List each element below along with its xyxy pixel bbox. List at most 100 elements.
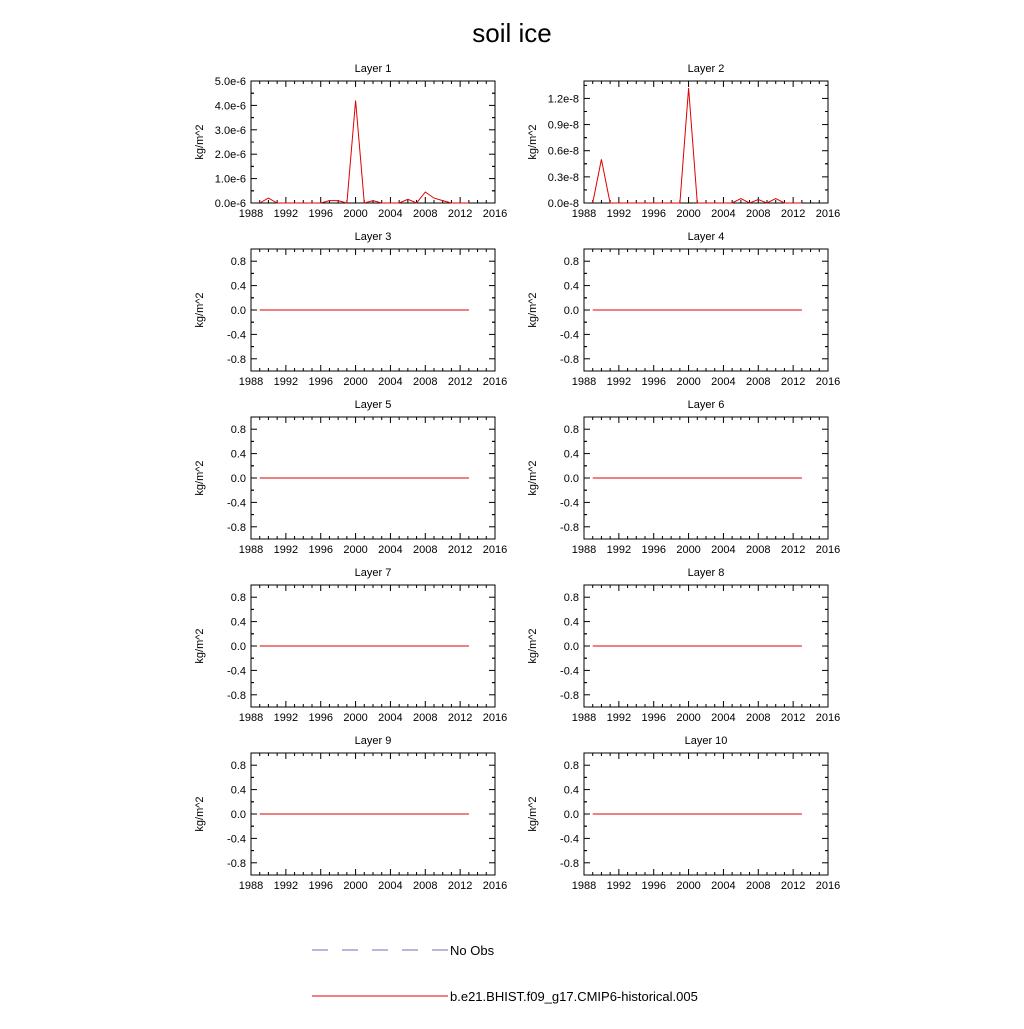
- y-tick-label: 0.0: [231, 809, 246, 821]
- x-tick-label: 2008: [746, 376, 770, 388]
- x-tick-label: 2000: [676, 712, 700, 724]
- x-tick-label: 2012: [781, 712, 805, 724]
- x-tick-label: 2016: [816, 544, 840, 556]
- x-tick-label: 1988: [572, 208, 596, 220]
- x-tick-label: 2004: [711, 880, 735, 892]
- y-tick-label: -0.4: [227, 833, 246, 845]
- x-tick-label: 2000: [343, 544, 367, 556]
- x-tick-label: 2000: [343, 712, 367, 724]
- y-tick-label: 0.4: [231, 281, 246, 293]
- x-tick-label: 1992: [607, 544, 631, 556]
- panels-grid: Layer 1 1988 1992 1996 2000 2004 2008 2012 2016 0…: [194, 63, 840, 892]
- x-tick-label: 1988: [572, 544, 596, 556]
- x-tick-label: 2000: [676, 376, 700, 388]
- y-tick-label: -0.8: [560, 690, 579, 702]
- x-tick-label: 2000: [343, 376, 367, 388]
- x-tick-label: 1988: [239, 880, 263, 892]
- y-tick-label: 0.0e-8: [548, 198, 579, 210]
- y-tick-label: -0.8: [227, 522, 246, 534]
- y-tick-label: 0.8: [231, 592, 246, 604]
- y-tick-label: 0.4: [564, 449, 579, 461]
- panel-layer-2: Layer 2 1988 1992 1996 2000 2004 2008 2012 2016 0…: [527, 63, 840, 220]
- x-tick-label: 2012: [448, 880, 472, 892]
- y-tick-label: -0.4: [227, 665, 246, 677]
- y-tick-label: 0.4: [564, 617, 579, 629]
- x-tick-label: 2016: [816, 208, 840, 220]
- y-tick-label: 0.4: [231, 617, 246, 629]
- y-axis-label: kg/m^2: [527, 124, 539, 159]
- y-tick-label: 1.0e-6: [215, 174, 246, 186]
- x-tick-label: 2012: [448, 544, 472, 556]
- y-tick-label: -0.4: [560, 833, 579, 845]
- panel-layer-3: Layer 3 1988 1992 1996 2000 2004 2008 2012 2016 -…: [194, 231, 507, 388]
- x-tick-label: 2012: [781, 544, 805, 556]
- x-tick-label: 2000: [343, 208, 367, 220]
- x-tick-label: 2012: [448, 376, 472, 388]
- x-tick-label: 2008: [746, 712, 770, 724]
- y-axis-label: kg/m^2: [194, 628, 206, 663]
- y-tick-label: 4.0e-6: [215, 100, 246, 112]
- x-tick-label: 2004: [711, 544, 735, 556]
- panel-layer-7: Layer 7 1988 1992 1996 2000 2004 2008 2012 2016 -…: [194, 567, 507, 724]
- x-tick-label: 2016: [816, 880, 840, 892]
- x-tick-label: 1996: [308, 208, 332, 220]
- y-tick-label: 0.4: [231, 785, 246, 797]
- x-tick-label: 2012: [448, 208, 472, 220]
- y-tick-label: 0.0: [231, 473, 246, 485]
- y-tick-label: 0.9e-8: [548, 120, 579, 132]
- x-tick-label: 1988: [572, 880, 596, 892]
- x-tick-label: 1992: [607, 208, 631, 220]
- y-axis-label: kg/m^2: [194, 292, 206, 327]
- plot-frame: [583, 80, 829, 204]
- y-axis-label: kg/m^2: [527, 796, 539, 831]
- x-tick-label: 1988: [239, 544, 263, 556]
- y-tick-label: 0.8: [231, 424, 246, 436]
- y-tick-label: -0.8: [227, 858, 246, 870]
- series-line-model: [592, 87, 802, 204]
- panel-layer-6: Layer 6 1988 1992 1996 2000 2004 2008 2012 2016 -…: [527, 399, 840, 556]
- y-tick-label: 0.4: [231, 449, 246, 461]
- x-tick-label: 2008: [413, 712, 437, 724]
- panel-title: Layer 4: [688, 231, 725, 243]
- x-tick-label: 1996: [641, 208, 665, 220]
- x-tick-label: 1992: [607, 712, 631, 724]
- panel-title: Layer 5: [355, 399, 392, 411]
- y-tick-label: -0.8: [560, 858, 579, 870]
- x-tick-label: 2004: [378, 880, 402, 892]
- x-tick-label: 1992: [274, 544, 298, 556]
- x-tick-label: 2004: [711, 208, 735, 220]
- x-tick-label: 1988: [239, 208, 263, 220]
- panel-title: Layer 2: [688, 63, 725, 75]
- x-tick-label: 2004: [711, 712, 735, 724]
- legend: No Obs b.e21.BHIST.f09_g17.CMIP6-histori…: [312, 943, 698, 1004]
- y-tick-label: 0.0: [231, 641, 246, 653]
- y-tick-label: 0.8: [564, 256, 579, 268]
- y-tick-label: -0.4: [227, 329, 246, 341]
- x-tick-label: 2004: [378, 208, 402, 220]
- y-tick-label: 0.0: [564, 473, 579, 485]
- y-tick-label: -0.8: [227, 354, 246, 366]
- x-tick-label: 2004: [378, 544, 402, 556]
- x-tick-label: 2012: [448, 712, 472, 724]
- y-tick-label: -0.8: [560, 522, 579, 534]
- x-tick-label: 2016: [483, 544, 507, 556]
- x-tick-label: 2008: [413, 544, 437, 556]
- x-tick-label: 2012: [781, 208, 805, 220]
- y-tick-label: 0.3e-8: [548, 172, 579, 184]
- y-tick-label: 0.0: [564, 641, 579, 653]
- x-tick-label: 2012: [781, 880, 805, 892]
- y-axis-label: kg/m^2: [527, 292, 539, 327]
- x-tick-label: 2016: [483, 880, 507, 892]
- x-tick-label: 2004: [378, 376, 402, 388]
- y-tick-label: 0.0: [564, 305, 579, 317]
- panel-title: Layer 3: [355, 231, 392, 243]
- x-tick-label: 2016: [483, 712, 507, 724]
- x-tick-label: 2012: [781, 376, 805, 388]
- x-tick-label: 1992: [274, 376, 298, 388]
- y-axis-label: kg/m^2: [194, 124, 206, 159]
- x-tick-label: 2008: [413, 208, 437, 220]
- x-tick-label: 2000: [343, 880, 367, 892]
- y-tick-label: 2.0e-6: [215, 149, 246, 161]
- x-tick-label: 2008: [746, 880, 770, 892]
- panel-title: Layer 7: [355, 567, 392, 579]
